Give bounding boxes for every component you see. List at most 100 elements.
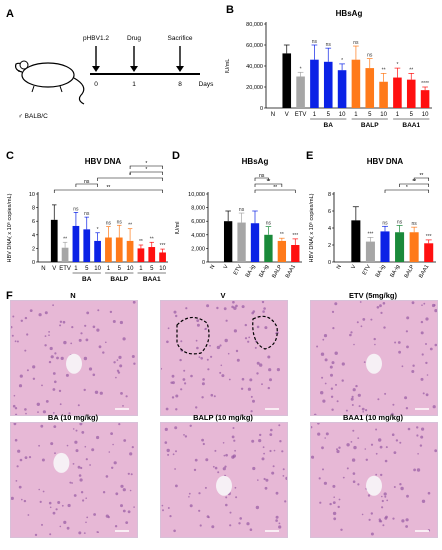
significance-label: ns	[397, 219, 403, 225]
lesion-outline	[176, 316, 210, 355]
lesion-outline	[252, 315, 278, 350]
y-axis-label: IU/ml	[175, 222, 181, 235]
histology-title: BA (10 mg/kg)	[47, 413, 99, 422]
x-tick-label: 5	[327, 112, 331, 118]
histology-image	[10, 422, 138, 538]
bar	[126, 240, 134, 262]
y-tick-label: 2	[328, 243, 331, 249]
histology-title: BALP (10 mg/kg)	[193, 413, 253, 422]
significance-label: ***	[426, 234, 432, 240]
y-tick-label: 2	[32, 246, 35, 252]
chart-title: HBV DNA	[85, 157, 122, 166]
x-tick-label: 5	[85, 266, 89, 272]
significance-label: ns	[73, 206, 79, 212]
group-label: BALP	[361, 122, 379, 129]
bar	[237, 222, 246, 262]
comparison-bracket	[254, 189, 296, 193]
group-label: BA	[82, 276, 92, 283]
x-tick-label: V	[223, 264, 230, 270]
significance-label: ns	[312, 39, 318, 45]
x-tick-label: 1	[396, 112, 400, 118]
bar	[420, 90, 430, 108]
comparison-bracket	[384, 189, 430, 193]
chart-d-hbsag: HBsAg 0 2,000 4,000 6,000 8,000 10,000 IU/ml N Vn…	[175, 157, 302, 279]
comparison-label: ns	[84, 179, 90, 185]
significance-label: ns	[367, 53, 373, 59]
group-label: BA	[324, 122, 334, 129]
x-tick-label: 5	[150, 266, 154, 272]
x-tick-label: 10	[422, 112, 429, 118]
significance-label: *	[97, 227, 99, 233]
x-tick-label: N	[41, 266, 45, 272]
chart-title: HBsAg	[336, 9, 363, 18]
significance-label: *	[396, 62, 398, 68]
x-tick-label: ETV	[295, 112, 307, 118]
timeline-label-sacrifice: Sacrifice	[168, 35, 193, 42]
x-tick-label: BA-ig	[389, 264, 401, 279]
x-tick-label: 1	[107, 266, 111, 272]
panel-label-b: B	[226, 4, 234, 16]
y-tick-label: 40,000	[246, 64, 263, 70]
comparison-label: **	[412, 179, 416, 185]
bar	[337, 70, 347, 108]
y-tick-label: 80,000	[246, 22, 263, 28]
timeline-day-8: 8	[178, 81, 182, 88]
bar	[277, 240, 287, 262]
central-vein	[66, 353, 82, 374]
x-tick-label: N	[336, 264, 343, 270]
x-tick-label: 5	[410, 112, 414, 118]
comparison-bracket	[129, 165, 163, 169]
histology-texture	[11, 301, 136, 415]
significance-label: ns	[266, 221, 272, 227]
significance-label: **	[280, 232, 284, 238]
y-tick-label: 6,000	[191, 219, 205, 225]
y-tick-label: 20,000	[246, 85, 263, 91]
x-tick-label: ETV	[233, 264, 244, 277]
mouse-strain-label: ♂ BALB/C	[18, 113, 48, 120]
chart-title: HBsAg	[242, 157, 269, 166]
bar	[365, 68, 375, 108]
significance-label: ***	[292, 233, 298, 239]
significance-label: **	[63, 236, 67, 242]
bar	[380, 231, 390, 262]
x-tick-label: 5	[368, 112, 372, 118]
significance-label: ns	[412, 221, 418, 227]
significance-label: **	[382, 67, 386, 73]
y-tick-label: 0	[32, 260, 35, 266]
comparison-label: **	[419, 173, 423, 179]
x-tick-label: N	[271, 112, 275, 118]
chart-e-hbv-dna: HBV DNA 0 2 4 6 8 HBV DNA( x 10⁵ copies/mL) N V *…	[308, 157, 436, 279]
timeline-marker-drug	[130, 46, 138, 72]
significance-label: ns	[106, 221, 112, 227]
histology-title: V	[220, 291, 226, 300]
x-tick-label: BAA1	[418, 264, 430, 279]
experiment-timeline-schematic: ♂ BALB/C pHBV1.2 Drug Sacrifice 0 1 8 Da…	[15, 35, 214, 120]
timeline-day-1: 1	[132, 81, 136, 88]
bar	[365, 241, 375, 262]
significance-label: **	[128, 223, 132, 229]
y-tick-label: 6	[328, 209, 331, 215]
panel-label-a: A	[6, 8, 14, 20]
significance-label: ****	[421, 81, 429, 87]
timeline-label-drug: Drug	[127, 35, 141, 42]
bar	[395, 232, 405, 262]
y-tick-label: 0	[202, 260, 205, 266]
bar	[351, 220, 361, 262]
histology-title: N	[70, 291, 76, 300]
x-tick-label: V	[351, 264, 358, 270]
timeline-marker-sacrifice	[176, 46, 184, 72]
y-tick-label: 0	[328, 260, 331, 266]
x-tick-label: 1	[139, 266, 143, 272]
central-vein	[216, 475, 232, 496]
comparison-label: ns	[259, 173, 265, 179]
bar	[282, 53, 292, 108]
x-tick-label: 1	[354, 112, 358, 118]
bar	[351, 59, 361, 108]
x-tick-label: V	[285, 112, 289, 118]
histology-image	[160, 422, 288, 538]
comparison-bracket	[399, 183, 430, 187]
panel-label-f: F	[6, 290, 13, 302]
comparison-label: *	[129, 173, 131, 179]
x-tick-label: 10	[380, 112, 387, 118]
y-tick-label: 0	[260, 106, 263, 112]
